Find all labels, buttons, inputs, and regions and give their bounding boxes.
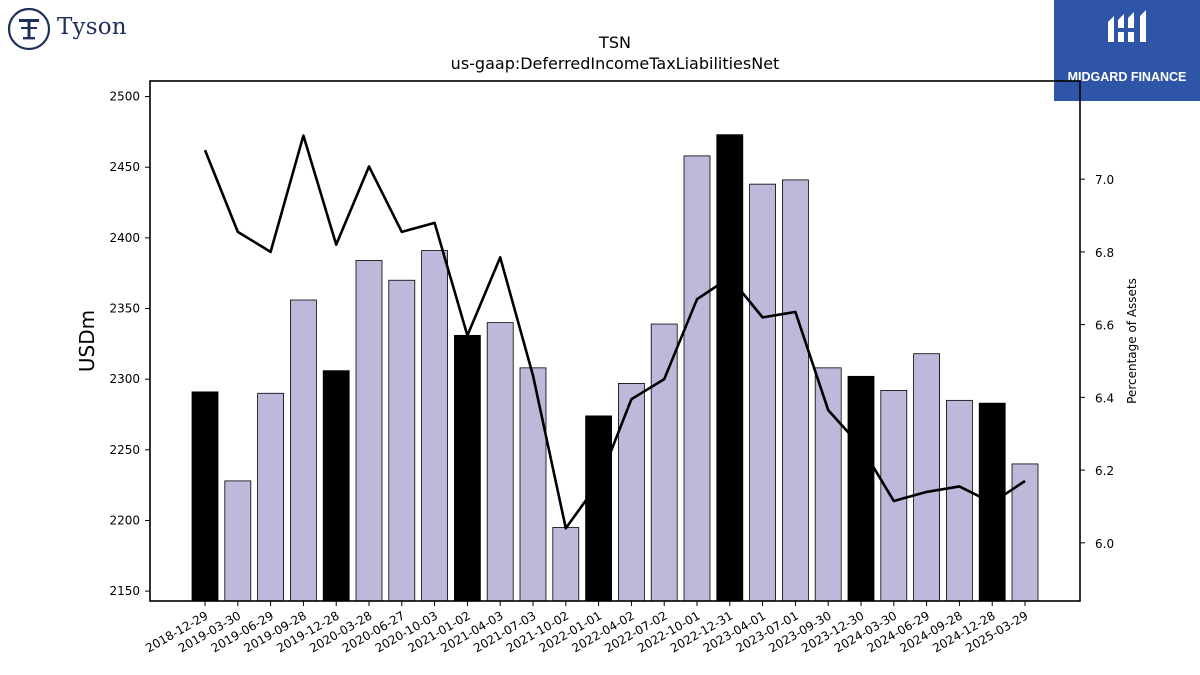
y-tick-label: 2250 bbox=[109, 443, 140, 457]
y-tick-label: 2500 bbox=[109, 90, 140, 104]
midgard-m-icon bbox=[1108, 10, 1146, 42]
line-series bbox=[203, 134, 1026, 530]
tyson-t-seal-icon bbox=[7, 7, 51, 51]
bar-2020-03-28 bbox=[355, 260, 383, 602]
percentage-line bbox=[203, 134, 1026, 530]
y-tick-label: 2200 bbox=[109, 513, 140, 527]
chart-title-block: TSN us-gaap:DeferredIncomeTaxLiabilities… bbox=[0, 32, 1200, 74]
bar-2020-10-03 bbox=[421, 250, 449, 602]
bar-2022-01-01 bbox=[585, 415, 612, 602]
bar-2021-10-02 bbox=[552, 527, 580, 602]
y-tick-label: 2150 bbox=[109, 584, 140, 598]
left-axis: 2150 2200 2250 2300 2350 2400 2450 2500 bbox=[109, 90, 150, 598]
y2-tick-label: 6.0 bbox=[1095, 537, 1114, 551]
bar-2025-03-29 bbox=[1011, 463, 1039, 602]
x-axis: 2018-12-292019-03-302019-06-292019-09-28… bbox=[143, 601, 1031, 655]
midgard-finance-badge: MIDGARD FINANCE bbox=[1054, 0, 1200, 101]
bar-2023-12-30 bbox=[847, 375, 875, 602]
bar-2020-06-27 bbox=[388, 279, 416, 602]
plot-frame bbox=[149, 80, 1081, 602]
y-tick-label: 2300 bbox=[109, 372, 140, 386]
bar-2024-09-28 bbox=[946, 399, 973, 602]
badge-text: MIDGARD FINANCE bbox=[1067, 70, 1187, 84]
bar-2021-07-03 bbox=[519, 367, 547, 602]
y-tick-label: 2350 bbox=[109, 302, 140, 316]
chart-subtitle: us-gaap:DeferredIncomeTaxLiabilitiesNet bbox=[450, 54, 780, 73]
y2-tick-label: 6.2 bbox=[1095, 464, 1114, 478]
y-tick-label: 2400 bbox=[109, 231, 140, 245]
bar-2019-12-28 bbox=[322, 370, 350, 602]
right-axis: 6.0 6.2 6.4 6.6 6.8 7.0 bbox=[1080, 173, 1114, 551]
bar-2018-12-29 bbox=[191, 391, 219, 602]
bar-2019-03-30 bbox=[224, 480, 252, 602]
y2-tick-label: 6.6 bbox=[1095, 319, 1114, 333]
bar-2023-04-01 bbox=[749, 183, 776, 602]
bar-2024-03-30 bbox=[880, 390, 908, 602]
y2-tick-label: 7.0 bbox=[1095, 173, 1114, 187]
bar-2022-04-02 bbox=[618, 382, 645, 602]
company-name: Tyson bbox=[57, 14, 127, 40]
y2-tick-label: 6.8 bbox=[1095, 246, 1114, 260]
bar-series bbox=[191, 134, 1039, 602]
bar-2019-06-29 bbox=[257, 392, 285, 602]
bar-2023-07-01 bbox=[782, 179, 809, 602]
y-axis-label: USDm bbox=[75, 310, 99, 372]
bar-2022-12-31 bbox=[716, 134, 744, 602]
chart-title: TSN bbox=[599, 33, 631, 52]
tyson-logo bbox=[7, 7, 51, 51]
y-tick-label: 2450 bbox=[109, 160, 140, 174]
y2-axis-label: Percentage of Assets bbox=[1125, 278, 1139, 404]
bar-2024-06-29 bbox=[913, 353, 940, 602]
y2-tick-label: 6.4 bbox=[1095, 391, 1114, 405]
bar-2021-01-02 bbox=[453, 334, 481, 602]
bar-2022-10-01 bbox=[683, 155, 711, 602]
bar-2021-04-03 bbox=[486, 322, 514, 602]
bar-2023-09-30 bbox=[814, 367, 842, 602]
bar-2019-09-28 bbox=[289, 299, 317, 602]
bar-2024-12-28 bbox=[978, 402, 1006, 602]
bar-2022-07-02 bbox=[650, 323, 678, 602]
